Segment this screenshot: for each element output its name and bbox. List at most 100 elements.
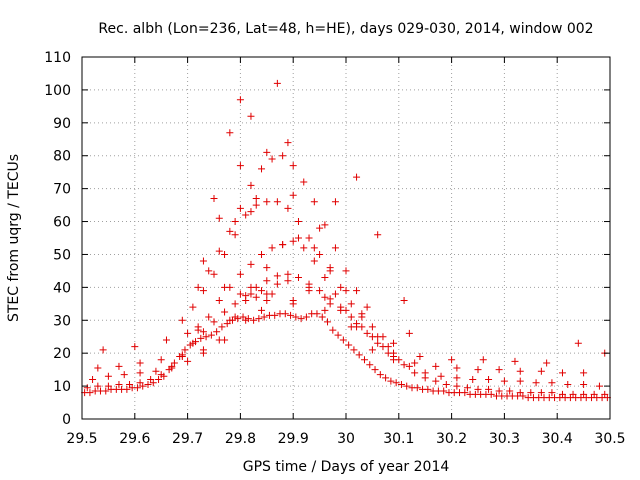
data-point bbox=[104, 382, 112, 390]
data-point bbox=[263, 198, 271, 206]
data-point bbox=[601, 390, 609, 398]
data-point bbox=[548, 389, 556, 397]
data-point bbox=[226, 227, 234, 235]
data-point bbox=[236, 96, 244, 104]
data-point bbox=[242, 211, 250, 219]
data-point bbox=[242, 297, 250, 305]
data-point bbox=[321, 293, 329, 301]
data-point bbox=[337, 283, 345, 291]
data-point bbox=[516, 367, 524, 375]
data-point bbox=[199, 257, 207, 265]
data-point bbox=[184, 329, 192, 337]
data-point bbox=[268, 155, 276, 163]
data-point bbox=[207, 331, 215, 339]
data-point bbox=[474, 385, 482, 393]
data-point bbox=[199, 346, 207, 354]
data-point bbox=[247, 112, 255, 120]
data-point bbox=[263, 148, 271, 156]
x-tick-labels: 29.5 29.6 29.7 29.8 29.9 30 30.1 30.2 30.3 30.4 30… bbox=[66, 431, 625, 447]
data-point bbox=[210, 318, 218, 326]
data-point bbox=[199, 328, 207, 336]
data-point bbox=[302, 313, 310, 321]
x-tick-label: 30.2 bbox=[436, 431, 467, 447]
data-point bbox=[495, 387, 503, 395]
data-point bbox=[448, 356, 456, 364]
y-tick-label: 90 bbox=[53, 116, 71, 132]
data-point bbox=[463, 384, 471, 392]
data-point bbox=[305, 234, 313, 242]
data-point bbox=[136, 359, 144, 367]
data-point bbox=[384, 343, 392, 351]
data-point bbox=[162, 336, 170, 344]
data-point bbox=[155, 376, 163, 384]
data-point bbox=[221, 250, 229, 258]
data-point bbox=[99, 346, 107, 354]
y-tick-label: 0 bbox=[62, 412, 71, 428]
data-point bbox=[215, 297, 223, 305]
data-point bbox=[133, 384, 141, 392]
data-point bbox=[342, 287, 350, 295]
data-point bbox=[548, 379, 556, 387]
data-point bbox=[347, 300, 355, 308]
data-point bbox=[210, 195, 218, 203]
data-point bbox=[157, 356, 165, 364]
data-point bbox=[355, 351, 363, 359]
data-point bbox=[89, 376, 97, 384]
data-point bbox=[247, 290, 255, 298]
data-point bbox=[363, 303, 371, 311]
data-point bbox=[511, 357, 519, 365]
data-point bbox=[331, 244, 339, 252]
data-point bbox=[424, 385, 432, 393]
data-point bbox=[411, 369, 419, 377]
data-point bbox=[316, 287, 324, 295]
grid-lines bbox=[82, 57, 610, 419]
data-point bbox=[279, 152, 287, 160]
data-point bbox=[289, 191, 297, 199]
data-point bbox=[537, 367, 545, 375]
data-point bbox=[231, 300, 239, 308]
data-point bbox=[331, 198, 339, 206]
data-point bbox=[236, 162, 244, 170]
data-point bbox=[292, 313, 300, 321]
data-point bbox=[326, 300, 334, 308]
data-point bbox=[221, 308, 229, 316]
data-point bbox=[184, 357, 192, 365]
data-point bbox=[506, 387, 514, 395]
data-point bbox=[379, 333, 387, 341]
data-point bbox=[331, 290, 339, 298]
y-tick-label: 20 bbox=[53, 346, 71, 362]
data-point bbox=[189, 339, 197, 347]
data-point bbox=[305, 287, 313, 295]
data-point bbox=[416, 352, 424, 360]
data-point bbox=[147, 376, 155, 384]
x-tick-label: 29.6 bbox=[119, 431, 150, 447]
x-tick-label: 29.9 bbox=[278, 431, 309, 447]
data-point bbox=[316, 250, 324, 258]
data-point bbox=[487, 390, 495, 398]
data-point bbox=[440, 387, 448, 395]
data-point bbox=[247, 181, 255, 189]
data-point bbox=[205, 313, 213, 321]
data-point bbox=[339, 336, 347, 344]
data-point bbox=[247, 260, 255, 268]
y-tick-labels: 0 10 20 30 40 50 60 70 80 90 100 110 bbox=[44, 50, 71, 428]
data-point bbox=[405, 329, 413, 337]
data-point bbox=[231, 231, 239, 239]
data-point bbox=[516, 389, 524, 397]
data-point bbox=[453, 374, 461, 382]
data-point bbox=[350, 346, 358, 354]
data-point bbox=[236, 204, 244, 212]
data-point bbox=[258, 306, 266, 314]
data-point bbox=[271, 311, 279, 319]
data-point bbox=[252, 201, 260, 209]
data-point bbox=[178, 316, 186, 324]
data-point bbox=[537, 389, 545, 397]
data-point bbox=[395, 356, 403, 364]
data-point bbox=[310, 198, 318, 206]
data-point bbox=[574, 339, 582, 347]
data-point bbox=[152, 367, 160, 375]
data-point bbox=[218, 323, 226, 331]
data-points bbox=[81, 79, 611, 402]
data-point bbox=[516, 377, 524, 385]
y-axis-label: STEC from uqrg / TECUs bbox=[6, 154, 22, 322]
